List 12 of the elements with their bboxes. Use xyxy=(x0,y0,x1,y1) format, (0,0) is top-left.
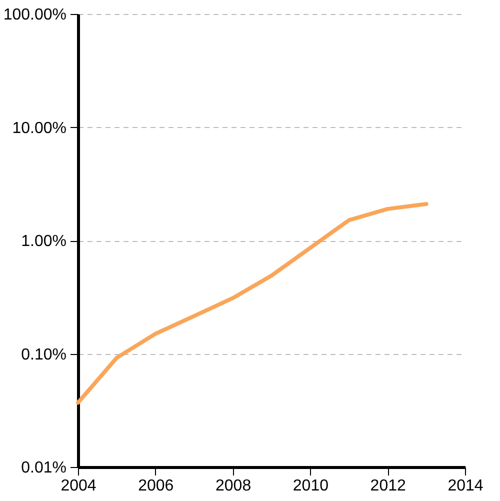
x-tick-label: 2004 xyxy=(60,478,96,494)
x-tick-label: 2006 xyxy=(138,478,174,494)
x-tick-label: 2008 xyxy=(216,478,252,494)
y-tick-label: 100.00% xyxy=(3,6,66,24)
y-tick-label: 10.00% xyxy=(12,120,66,137)
y-tick-label: 1.00% xyxy=(21,233,66,250)
x-tick-label: 2010 xyxy=(292,478,329,494)
line-series xyxy=(76,202,428,405)
x-tick-label: 2014 xyxy=(448,478,484,494)
y-tick-label: 0.01% xyxy=(21,460,66,476)
y-tick-label: 0.10% xyxy=(21,346,66,364)
x-tick-label: 2012 xyxy=(370,478,406,494)
